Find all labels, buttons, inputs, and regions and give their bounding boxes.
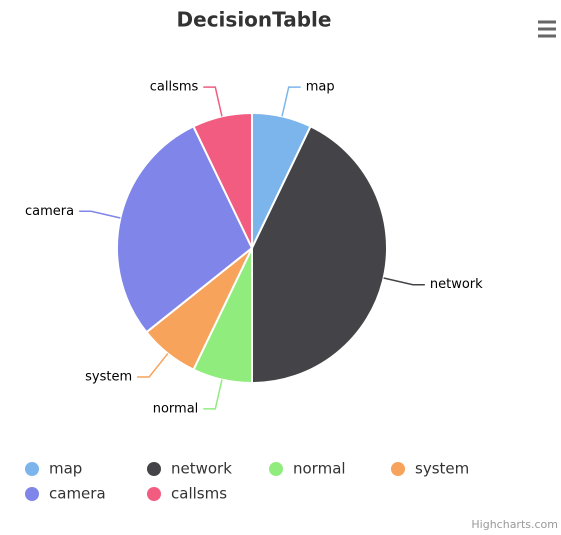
legend-symbol xyxy=(25,487,39,501)
pie-slice xyxy=(116,125,254,334)
legend-item[interactable]: map xyxy=(25,460,82,478)
connector xyxy=(383,277,425,286)
legend-symbol xyxy=(147,487,161,501)
data-label: camera xyxy=(25,204,74,219)
legend-symbol xyxy=(25,462,39,476)
legend-symbol xyxy=(269,462,283,476)
menu-button[interactable] xyxy=(538,20,556,38)
legend-symbol xyxy=(391,462,405,476)
legend-symbol xyxy=(147,462,161,476)
connector xyxy=(203,86,223,117)
credits[interactable]: Highcharts.com xyxy=(471,518,558,531)
data-label: normal xyxy=(153,401,199,416)
legend-label: callsms xyxy=(171,485,227,503)
legend-item[interactable]: callsms xyxy=(147,485,227,503)
data-label: system xyxy=(85,370,132,385)
legend-item[interactable]: normal xyxy=(269,460,346,478)
legend-item[interactable]: camera xyxy=(25,485,106,503)
legend-label: normal xyxy=(293,460,346,478)
legend-item[interactable]: network xyxy=(147,460,232,478)
connector xyxy=(137,353,169,378)
pie-slice xyxy=(192,111,253,249)
connector xyxy=(203,379,223,410)
legend-label: map xyxy=(49,460,82,478)
legend-label: network xyxy=(171,460,232,478)
connector xyxy=(79,210,121,219)
connector xyxy=(281,86,301,117)
data-label: callsms xyxy=(150,80,199,95)
legend-label: camera xyxy=(49,485,106,503)
chart-title: DecisionTable xyxy=(177,8,332,32)
data-label: map xyxy=(306,80,335,95)
legend-item[interactable]: system xyxy=(391,460,469,478)
data-label: network xyxy=(430,277,483,292)
legend-label: system xyxy=(415,460,469,478)
